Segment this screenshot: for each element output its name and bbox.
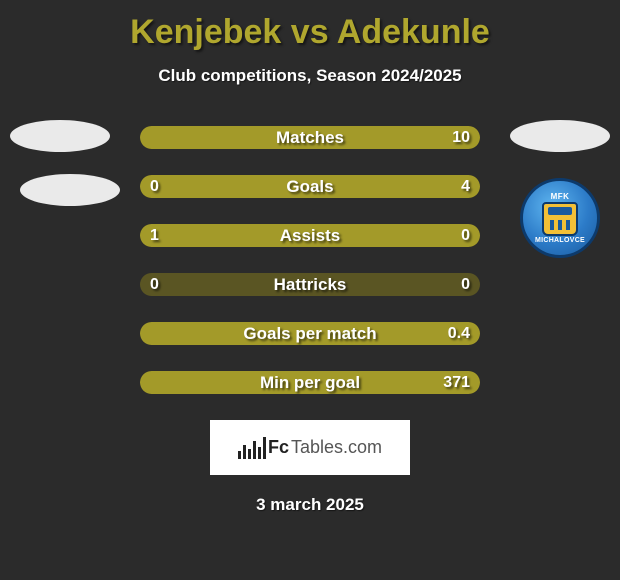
stat-bar-left — [140, 224, 480, 247]
date-label: 3 march 2025 — [0, 495, 620, 515]
stat-bar-track: Goals per match0.4 — [140, 322, 480, 345]
stat-bar-track: Min per goal371 — [140, 371, 480, 394]
stat-bar-right — [140, 322, 480, 345]
stat-row: Matches10 — [140, 126, 480, 149]
stat-bar-track: Goals04 — [140, 175, 480, 198]
stat-value-left: 1 — [150, 224, 159, 247]
stat-value-right: 371 — [443, 371, 470, 394]
stat-value-right: 4 — [461, 175, 470, 198]
bar-chart-icon — [238, 437, 266, 459]
stat-bar-track: Matches10 — [140, 126, 480, 149]
logo-fc: Fc — [268, 437, 289, 458]
stat-value-right: 0 — [461, 273, 470, 296]
stat-row: Hattricks0 0 — [140, 273, 480, 296]
stat-value-right: 0 — [461, 224, 470, 247]
stat-bar-right — [140, 126, 480, 149]
stat-bar-track: Hattricks0 0 — [140, 273, 480, 296]
logo-tables: Tables.com — [291, 437, 382, 458]
stat-row: Min per goal371 — [140, 371, 480, 394]
stat-bar-right — [140, 371, 480, 394]
stat-value-right: 10 — [452, 126, 470, 149]
stats-area: Matches10Goals04Assists10Hattricks00Goal… — [0, 126, 620, 394]
fctables-logo: FcTables.com — [210, 420, 410, 475]
stat-label: Hattricks — [140, 273, 480, 296]
comparison-card: Kenjebek vs Adekunle Club competitions, … — [0, 0, 620, 515]
stat-bar-track: Assists10 — [140, 224, 480, 247]
subtitle: Club competitions, Season 2024/2025 — [0, 66, 620, 86]
stat-value-left: 0 — [150, 175, 159, 198]
stat-row: Goals per match0.4 — [140, 322, 480, 345]
stat-value-right: 0.4 — [448, 322, 470, 345]
stat-bar-right — [140, 175, 480, 198]
stat-row: Goals04 — [140, 175, 480, 198]
page-title: Kenjebek vs Adekunle — [0, 13, 620, 52]
stat-row: Assists10 — [140, 224, 480, 247]
stat-value-left: 0 — [150, 273, 159, 296]
